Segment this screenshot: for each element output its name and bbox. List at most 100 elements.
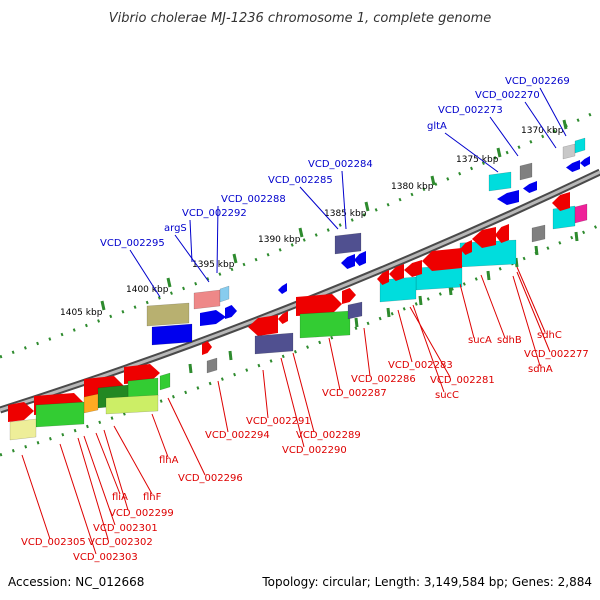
- label-leader: [412, 304, 445, 393]
- label-leader: [397, 309, 413, 363]
- label-leader: [539, 87, 567, 137]
- gene-feature[interactable]: [193, 289, 221, 310]
- gene-arrow-reverse[interactable]: [497, 190, 519, 205]
- gene-arrow-reverse[interactable]: [341, 254, 355, 269]
- gene-label[interactable]: sdhA: [528, 364, 553, 375]
- gene-arrow-reverse[interactable]: [580, 156, 590, 167]
- gene-arrow-forward[interactable]: [342, 288, 356, 304]
- gene-label[interactable]: flhF: [143, 492, 162, 503]
- gene-feature[interactable]: [488, 171, 512, 192]
- gene-label[interactable]: VCD_002299: [109, 508, 174, 519]
- gene-arrow-reverse[interactable]: [377, 270, 389, 285]
- scale-tick: [232, 253, 238, 264]
- label-leader: [113, 425, 153, 495]
- gene-label[interactable]: sucA: [468, 335, 492, 346]
- gene-label[interactable]: VCD_002284: [308, 159, 373, 170]
- gene-feature[interactable]: [334, 232, 362, 255]
- gene-arrow-reverse[interactable]: [354, 251, 366, 266]
- gene-arrow-reverse[interactable]: [552, 192, 570, 211]
- scale-tick: [430, 175, 436, 186]
- gene-label[interactable]: argS: [164, 223, 187, 234]
- gene-label[interactable]: VCD_002270: [475, 90, 540, 101]
- gene-feature[interactable]: [562, 143, 576, 160]
- gene-arrow-reverse[interactable]: [495, 224, 509, 243]
- gene-feature[interactable]: [347, 301, 363, 320]
- gene-label[interactable]: VCD_002294: [205, 430, 270, 441]
- gene-feature[interactable]: [9, 418, 37, 441]
- gene-label[interactable]: VCD_002277: [524, 349, 589, 360]
- gene-label[interactable]: VCD_002287: [322, 388, 387, 399]
- gene-label[interactable]: VCD_002269: [505, 76, 570, 87]
- label-leader: [95, 432, 121, 495]
- gene-feature[interactable]: [159, 372, 171, 391]
- gene-label[interactable]: VCD_002283: [388, 360, 453, 371]
- gene-label[interactable]: flhA: [159, 455, 179, 466]
- gene-arrow-reverse[interactable]: [566, 160, 580, 172]
- gene-arrow-reverse[interactable]: [278, 283, 287, 294]
- gene-arrow-forward[interactable]: [200, 310, 226, 326]
- gene-feature[interactable]: [574, 203, 588, 224]
- gene-arrow-reverse[interactable]: [422, 248, 462, 271]
- gene-feature[interactable]: [206, 357, 218, 374]
- gene-label[interactable]: VCD_002289: [296, 430, 361, 441]
- gene-label[interactable]: VCD_002281: [430, 375, 495, 386]
- scale-tick: [100, 300, 106, 311]
- label-leader: [280, 357, 305, 448]
- gene-label[interactable]: VCD_002273: [438, 105, 503, 116]
- gene-label[interactable]: VCD_002305: [21, 537, 86, 548]
- label-leader: [489, 116, 519, 157]
- gene-label[interactable]: sdhB: [497, 335, 522, 346]
- gene-label[interactable]: fliA: [112, 492, 128, 503]
- gene-feature[interactable]: [105, 394, 159, 415]
- gene-arrow-forward[interactable]: [202, 341, 212, 355]
- gene-arrow-reverse[interactable]: [278, 311, 288, 324]
- gene-label[interactable]: VCD_002303: [73, 552, 138, 563]
- gene-feature[interactable]: [219, 285, 230, 303]
- inner-tick: [228, 350, 233, 361]
- gene-label[interactable]: VCD_002302: [88, 537, 153, 548]
- scale-label: 1405 kbp: [60, 308, 103, 318]
- gene-feature[interactable]: [531, 224, 546, 243]
- label-leader: [151, 413, 169, 458]
- gene-label[interactable]: sdhC: [537, 330, 562, 341]
- gene-label[interactable]: VCD_002296: [178, 473, 243, 484]
- label-leader: [77, 437, 109, 540]
- gene-feature[interactable]: [146, 302, 190, 327]
- inner-tick: [188, 363, 193, 374]
- gene-arrow-reverse[interactable]: [389, 264, 404, 281]
- gene-label[interactable]: VCD_002301: [93, 523, 158, 534]
- gene-arrow-forward[interactable]: [8, 402, 34, 422]
- gene-feature[interactable]: [35, 401, 85, 428]
- gene-label[interactable]: VCD_002288: [221, 194, 286, 205]
- gene-feature[interactable]: [254, 332, 294, 355]
- gene-label[interactable]: gltA: [427, 121, 447, 132]
- gene-label[interactable]: sucC: [435, 390, 459, 401]
- gene-arrow-reverse[interactable]: [523, 181, 537, 193]
- label-leader: [524, 101, 557, 149]
- gene-label[interactable]: VCD_002295: [100, 238, 165, 249]
- gene-label[interactable]: VCD_002285: [268, 175, 333, 186]
- gene-arrow-reverse[interactable]: [248, 315, 278, 336]
- gene-feature[interactable]: [299, 310, 351, 339]
- map-title: Vibrio cholerae MJ-1236 chromosome 1, co…: [108, 11, 492, 26]
- label-leader: [216, 205, 219, 274]
- gene-feature[interactable]: [151, 323, 193, 346]
- gene-feature[interactable]: [519, 162, 533, 181]
- gene-arrow-forward[interactable]: [296, 294, 342, 316]
- gene-arrow-forward[interactable]: [225, 305, 237, 319]
- label-leader: [363, 327, 371, 377]
- gene-label[interactable]: VCD_002286: [351, 374, 416, 385]
- gene-feature[interactable]: [83, 393, 99, 414]
- gene-label[interactable]: VCD_002290: [282, 445, 347, 456]
- inner-tick: [534, 245, 539, 256]
- gene-arrow-reverse[interactable]: [472, 227, 496, 248]
- gene-arrow-reverse[interactable]: [460, 240, 472, 255]
- label-leader: [292, 352, 315, 433]
- gene-label[interactable]: VCD_002292: [182, 208, 247, 219]
- gene-label[interactable]: VCD_002291: [246, 416, 311, 427]
- genome-backbone: [0, 170, 600, 412]
- gene-arrow-reverse[interactable]: [404, 260, 422, 277]
- gene-feature[interactable]: [574, 137, 586, 154]
